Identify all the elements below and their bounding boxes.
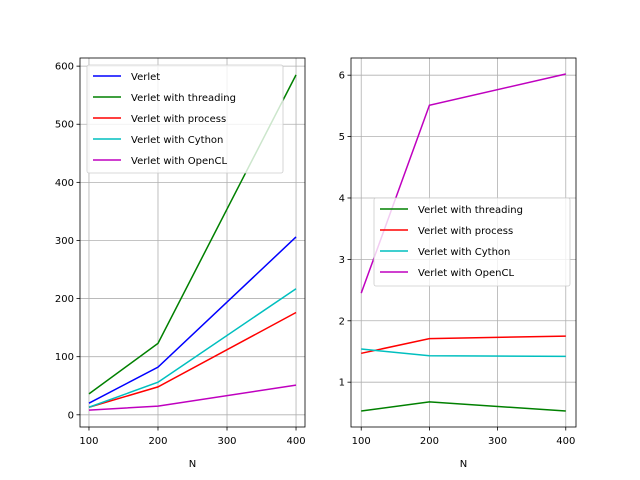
legend-label: Verlet xyxy=(131,72,160,83)
x-tick-label: 200 xyxy=(148,436,167,447)
y-tick-label: 300 xyxy=(55,236,74,247)
x-tick-label: 300 xyxy=(217,436,236,447)
y-tick-label: 200 xyxy=(55,294,74,305)
y-tick-label: 5 xyxy=(339,132,345,143)
legend-label: Verlet with Cython xyxy=(418,247,510,258)
legend-label: Verlet with process xyxy=(418,226,513,237)
series-line-verlet-with-process xyxy=(361,335,566,355)
series-line-verlet-with-threading xyxy=(361,401,566,412)
y-tick-label: 4 xyxy=(339,193,345,204)
legend-box xyxy=(86,64,284,174)
plot-frame xyxy=(79,57,306,428)
legend-label: Verlet with OpenCL xyxy=(418,268,514,279)
y-tick-label: 500 xyxy=(55,120,74,131)
x-axis-label: N xyxy=(189,459,196,470)
x-axis-label: N xyxy=(460,459,467,470)
y-tick-label: 100 xyxy=(55,352,74,363)
legend-box xyxy=(373,197,571,287)
series-line-verlet xyxy=(88,236,297,404)
series-line-verlet-with-cython xyxy=(361,348,566,358)
y-tick-label: 2 xyxy=(339,316,345,327)
x-tick-label: 300 xyxy=(488,436,507,447)
x-tick-label: 100 xyxy=(79,436,98,447)
legend-label: Verlet with OpenCL xyxy=(131,156,227,167)
legend-label: Verlet with Cython xyxy=(131,135,223,146)
y-tick-label: 6 xyxy=(339,71,345,82)
right-chart: 100 200 300 400 1 2 3 4 5 6 N Verlet with threading… xyxy=(339,57,577,470)
left-chart: 100 200 300 400 0 100 200 300 400 500 600 N Verlet Ve… xyxy=(55,57,306,470)
y-tick-label: 1 xyxy=(339,378,345,389)
x-tick-label: 400 xyxy=(556,436,575,447)
series-line-verlet-with-opencl xyxy=(88,384,297,411)
y-tick-label: 0 xyxy=(68,410,74,421)
y-tick-label: 3 xyxy=(339,255,345,266)
plot-frame xyxy=(350,57,577,428)
legend-label: Verlet with threading xyxy=(131,93,236,104)
legend-label: Verlet with process xyxy=(131,114,226,125)
y-tick-label: 400 xyxy=(55,178,74,189)
y-tick-label: 600 xyxy=(55,62,74,73)
x-tick-label: 100 xyxy=(352,436,371,447)
series-line-verlet-with-process xyxy=(88,311,297,408)
series-line-verlet-with-cython xyxy=(88,288,297,408)
x-tick-label: 200 xyxy=(420,436,439,447)
legend-label: Verlet with threading xyxy=(418,205,523,216)
x-tick-label: 400 xyxy=(286,436,305,447)
